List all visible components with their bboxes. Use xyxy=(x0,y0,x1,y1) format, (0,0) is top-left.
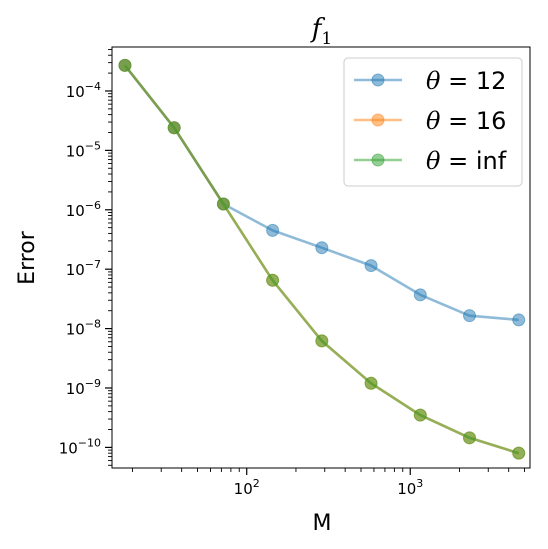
y-tick-label: 10−8 xyxy=(66,318,101,339)
y-tick-label: 10−7 xyxy=(66,258,101,279)
legend: θ = 12 θ = 16 θ = inf xyxy=(343,57,523,187)
x-tick-label: 103 xyxy=(397,477,423,498)
legend-item: θ = 12 xyxy=(354,67,506,95)
legend-marker xyxy=(371,73,385,87)
x-axis-label: M xyxy=(313,511,332,536)
y-tick-label: 10−10 xyxy=(59,436,101,457)
data-point xyxy=(167,121,181,135)
data-point xyxy=(266,223,280,237)
data-point xyxy=(413,288,427,302)
data-point xyxy=(463,431,477,445)
data-point xyxy=(315,241,329,255)
legend-box xyxy=(343,57,523,187)
series-layer xyxy=(118,58,526,460)
data-point xyxy=(463,309,477,323)
data-point xyxy=(413,408,427,422)
data-point xyxy=(512,446,526,460)
plot-frame xyxy=(111,46,531,469)
legend-marker xyxy=(371,153,385,167)
series-3 xyxy=(118,58,526,460)
data-point xyxy=(512,313,526,327)
data-point xyxy=(364,376,378,390)
y-axis-label: Error xyxy=(15,230,40,285)
legend-item: θ = 16 xyxy=(354,107,506,135)
y-tick-label: 10−9 xyxy=(66,377,101,398)
legend-label: θ = inf xyxy=(426,147,507,175)
x-tick-label: 102 xyxy=(234,477,260,498)
x-axis: 102 103 xyxy=(131,468,525,498)
data-point xyxy=(118,58,132,72)
y-axis: 10−4 10−5 10−6 10−7 10−8 10−9 10−10 xyxy=(59,49,112,466)
legend-marker xyxy=(371,113,385,127)
data-point xyxy=(216,197,230,211)
data-point xyxy=(364,259,378,273)
y-tick-label: 10−6 xyxy=(66,199,101,220)
y-tick-label: 10−4 xyxy=(66,80,101,101)
legend-label: θ = 16 xyxy=(426,107,506,135)
legend-item: θ = inf xyxy=(354,147,507,175)
data-point xyxy=(266,273,280,287)
data-point xyxy=(315,334,329,348)
chart-title: f1 xyxy=(310,14,332,49)
y-tick-label: 10−5 xyxy=(66,139,101,160)
legend-label: θ = 12 xyxy=(426,67,506,95)
